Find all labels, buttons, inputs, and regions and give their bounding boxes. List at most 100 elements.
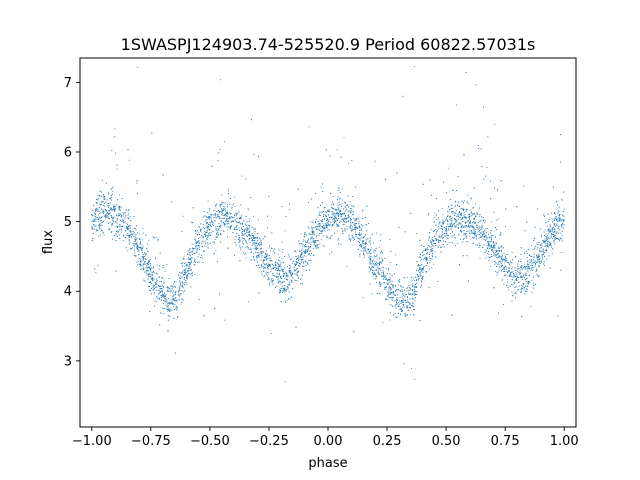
- data-point: [284, 230, 286, 232]
- data-point: [334, 232, 335, 234]
- data-point: [216, 216, 218, 217]
- data-point: [515, 292, 517, 293]
- data-point: [396, 300, 398, 301]
- data-point: [521, 268, 523, 270]
- data-point: [337, 198, 338, 200]
- data-point: [271, 278, 273, 279]
- data-point: [207, 226, 209, 228]
- data-point: [294, 264, 296, 265]
- data-point: [162, 286, 164, 288]
- data-point: [206, 242, 208, 244]
- data-point: [531, 279, 533, 281]
- data-point: [294, 270, 296, 272]
- data-point: [271, 280, 273, 282]
- data-point: [95, 213, 97, 215]
- data-point: [372, 266, 374, 268]
- data-point: [241, 229, 243, 230]
- data-point: [364, 233, 366, 235]
- data-point: [150, 263, 151, 264]
- data-point: [351, 160, 353, 162]
- data-point: [360, 228, 362, 230]
- data-point: [441, 226, 443, 228]
- data-point: [166, 290, 168, 292]
- data-point: [431, 258, 433, 260]
- data-point: [162, 295, 164, 297]
- data-point: [500, 262, 502, 264]
- data-point: [178, 287, 180, 289]
- data-point: [338, 214, 340, 216]
- data-point: [365, 224, 367, 226]
- data-point: [531, 268, 533, 270]
- data-point: [300, 249, 302, 251]
- data-point: [280, 288, 282, 289]
- data-point: [358, 227, 360, 229]
- data-point: [389, 279, 391, 281]
- data-point: [144, 261, 146, 262]
- data-point: [144, 254, 146, 255]
- data-point: [240, 249, 242, 251]
- data-point: [543, 240, 545, 242]
- data-point: [381, 275, 383, 277]
- data-point: [374, 269, 376, 271]
- data-point: [451, 221, 453, 223]
- data-point: [308, 246, 310, 247]
- data-point: [151, 273, 153, 275]
- data-point: [531, 244, 533, 246]
- data-point: [528, 281, 530, 283]
- data-point: [492, 247, 494, 249]
- data-point: [99, 213, 101, 214]
- data-point: [196, 241, 198, 243]
- data-point: [321, 221, 323, 223]
- data-point: [148, 286, 150, 288]
- data-point: [531, 256, 533, 257]
- data-point: [470, 226, 472, 228]
- data-point: [378, 293, 380, 295]
- data-point: [402, 293, 404, 295]
- data-point: [539, 248, 541, 250]
- data-point: [520, 273, 521, 275]
- data-point: [554, 235, 556, 237]
- data-point: [511, 268, 513, 270]
- data-point: [210, 235, 211, 237]
- data-point: [322, 235, 324, 237]
- data-point: [103, 220, 104, 222]
- data-point: [303, 262, 305, 264]
- data-point: [136, 244, 138, 246]
- data-point: [265, 263, 267, 265]
- data-point: [511, 262, 513, 264]
- data-point: [287, 284, 289, 286]
- data-point: [260, 242, 262, 244]
- data-point: [479, 235, 481, 237]
- data-point: [417, 275, 419, 277]
- data-point: [497, 272, 499, 274]
- data-point: [180, 282, 182, 283]
- data-point: [142, 247, 143, 249]
- data-point: [348, 206, 350, 208]
- data-point: [198, 253, 200, 255]
- data-point: [349, 208, 351, 210]
- data-point: [320, 231, 322, 233]
- data-point: [101, 204, 103, 205]
- data-point: [243, 252, 245, 253]
- data-point: [328, 218, 330, 220]
- data-point: [428, 213, 430, 215]
- data-point: [181, 290, 183, 292]
- data-point: [99, 234, 101, 236]
- data-point: [348, 216, 350, 218]
- data-point: [162, 285, 163, 287]
- data-point: [196, 241, 198, 243]
- data-point: [349, 201, 351, 203]
- data-point: [548, 244, 550, 246]
- data-point: [268, 272, 270, 274]
- data-point: [530, 269, 532, 271]
- data-point: [502, 269, 503, 270]
- data-point: [489, 236, 491, 238]
- data-point: [376, 232, 378, 234]
- data-point: [207, 217, 209, 218]
- data-point: [261, 254, 263, 256]
- data-point: [216, 211, 218, 213]
- data-point: [219, 217, 221, 219]
- data-point: [385, 178, 387, 180]
- data-point: [162, 278, 164, 279]
- data-point: [162, 313, 164, 315]
